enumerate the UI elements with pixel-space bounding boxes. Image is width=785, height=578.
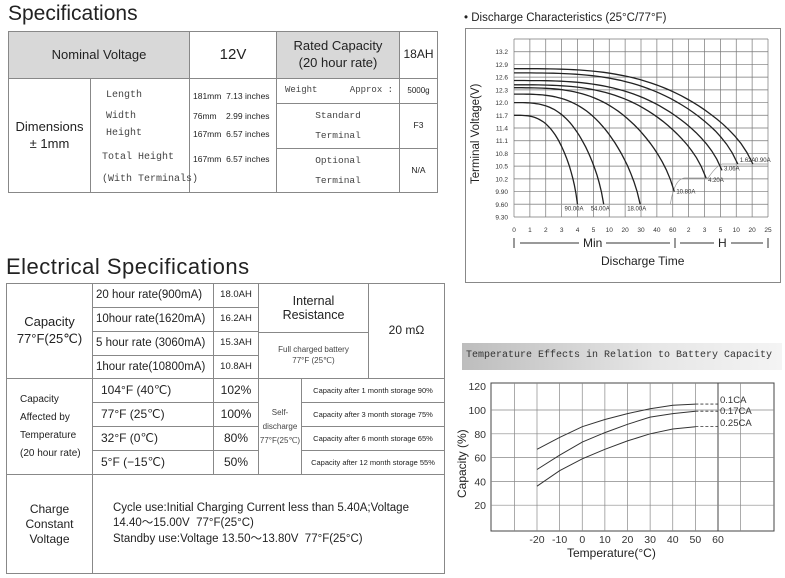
y-tick-label: 11.7	[496, 113, 509, 120]
curve-label: 18.00A	[627, 206, 646, 212]
capacity-curve-0.25CA	[536, 426, 696, 487]
x-tick-label: 1	[528, 227, 532, 234]
dim-total-height-label: Total Height (With Terminals)	[102, 152, 199, 185]
x-tick-label: 60	[669, 227, 677, 234]
x-tick-label: 20	[749, 227, 757, 234]
discharge-xlabel: Discharge Time	[601, 254, 685, 268]
discharge-curve-1.62A	[514, 72, 739, 165]
temperature-xlabel: Temperature(°C)	[567, 546, 656, 560]
curve-label: 0.17CA	[720, 406, 752, 417]
dim-height-label: Height	[106, 128, 143, 139]
y-tick-label: 13.2	[495, 49, 508, 56]
x-tick-label: 30	[637, 227, 645, 234]
x-tick-label: 3	[560, 227, 564, 234]
y-tick-label: 10.8	[495, 151, 508, 158]
x-tick-label: 0	[579, 534, 585, 546]
curve-label: 4.20A	[708, 178, 724, 184]
temperature-chart-title: Temperature Effects in Relation to Batte…	[466, 350, 773, 361]
y-tick-label: 10.5	[495, 164, 508, 171]
charge-constant-voltage-text: Cycle use:Initial Charging Current less …	[92, 474, 445, 574]
y-tick-label: 9.90	[495, 189, 508, 196]
internal-resistance-label: Internal Resistance	[258, 283, 369, 333]
y-tick-label: 9.60	[495, 202, 508, 209]
discharge-curve-3.06A	[514, 79, 723, 171]
x-tick-label: 3	[703, 227, 707, 234]
y-tick-label: 12.9	[495, 62, 508, 69]
y-tick-label: 100	[468, 405, 486, 417]
rated-capacity-label: Rated Capacity (20 hour rate)	[276, 31, 400, 79]
discharge-min-label: Min	[579, 236, 607, 250]
dim-height-value: 167mm 6.57 inches	[193, 129, 270, 139]
discharge-curve-4.20A	[514, 84, 707, 179]
x-tick-label: 25	[764, 227, 772, 234]
x-tick-label: -10	[552, 534, 567, 546]
discharge-curve-90.00A	[514, 114, 579, 205]
dim-total-height-value: 167mm 6.57 inches	[193, 154, 270, 164]
temp-capacity-label: Capacity Affected by Temperature (20 hou…	[6, 378, 93, 475]
y-tick-label: 11.1	[496, 138, 509, 145]
curve-label: 10.80A	[676, 190, 695, 196]
curve-label: 90.00A	[565, 206, 584, 212]
y-tick-label: 12.6	[495, 75, 508, 82]
x-tick-label: 2	[544, 227, 548, 234]
curve-label: 0.90A	[755, 158, 771, 164]
discharge-curve-54.00A	[514, 101, 605, 205]
x-tick-label: 20	[622, 227, 630, 234]
optional-terminal-value: N/A	[399, 148, 438, 193]
x-tick-label: 10	[599, 534, 611, 546]
x-tick-label: 10	[733, 227, 741, 234]
dim-width-value: 76mm 2.99 inches	[193, 111, 270, 121]
y-tick-label: 60	[474, 453, 486, 465]
y-tick-label: 12.3	[495, 87, 508, 94]
x-tick-label: 30	[644, 534, 656, 546]
x-tick-label: 2	[687, 227, 691, 234]
dim-length-label: Length	[106, 90, 143, 101]
x-tick-label: 4	[576, 227, 580, 234]
y-tick-label: 120	[468, 381, 486, 393]
discharge-chart-title: • Discharge Characteristics (25°C/77°F)	[464, 12, 667, 24]
y-tick-label: 20	[474, 500, 486, 512]
x-tick-label: 5	[592, 227, 596, 234]
dim-width-label: Width	[106, 111, 137, 122]
curve-label: 0.1CA	[720, 395, 747, 406]
capacity-curve-0.1CA	[536, 403, 696, 450]
x-tick-label: -20	[529, 534, 544, 546]
y-tick-label: 80	[474, 429, 486, 441]
x-tick-label: 10	[606, 227, 614, 234]
x-tick-label: 5	[719, 227, 723, 234]
curve-label: 1.62A	[740, 158, 756, 164]
y-tick-label: 40	[474, 476, 486, 488]
discharge-curve-0.90A	[514, 68, 754, 165]
y-tick-label: 12.0	[495, 100, 508, 107]
x-tick-label: 40	[667, 534, 679, 546]
x-tick-label: 40	[653, 227, 661, 234]
x-tick-label: 50	[690, 534, 702, 546]
electrical-specifications-title: Electrical Specifications	[6, 254, 250, 279]
curve-label: 3.06A	[724, 166, 740, 172]
curve-label: 54.00A	[591, 206, 610, 212]
discharge-chart-frame	[465, 28, 781, 283]
discharge-h-label: H	[714, 236, 731, 250]
y-tick-label: 11.4	[496, 126, 509, 133]
capacity-curve-0.17CA	[536, 410, 696, 470]
curve-label: 0.25CA	[720, 418, 752, 429]
x-tick-label: 0	[512, 227, 516, 234]
dim-length-value: 181mm 7.13 inches	[193, 91, 270, 101]
temperature-ylabel: Capacity (%)	[455, 429, 469, 498]
discharge-curve-10.80A	[514, 87, 675, 192]
x-tick-label: 60	[712, 534, 724, 546]
x-tick-label: 20	[622, 534, 634, 546]
y-tick-label: 10.2	[495, 176, 508, 183]
y-tick-label: 9.30	[495, 215, 508, 222]
specifications-title: Specifications	[8, 2, 138, 25]
plot-frame	[490, 382, 775, 532]
discharge-curve-18.00A	[514, 93, 641, 205]
